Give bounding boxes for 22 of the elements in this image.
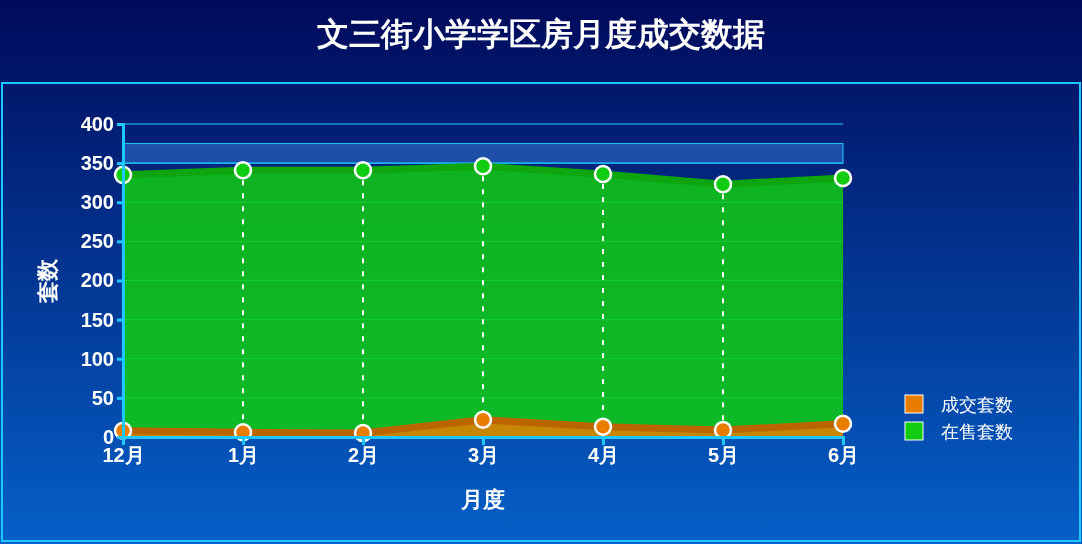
- chart-title: 文三街小学学区房月度成交数据: [317, 15, 765, 53]
- x-tick-label: 6月: [827, 444, 860, 467]
- legend-label: 在售套数: [941, 421, 1013, 442]
- legend-label: 成交套数: [941, 394, 1013, 415]
- x-tick-label: 1月: [227, 444, 260, 467]
- point: [593, 417, 613, 437]
- y-tick-label: 300: [80, 191, 114, 214]
- x-axis-title: 月度: [460, 487, 505, 512]
- y-tick-label: 50: [91, 386, 114, 409]
- x-tick-label: 2月: [347, 444, 380, 467]
- point: [473, 410, 493, 430]
- x-tick-label: 5月: [707, 444, 740, 467]
- x-tick-label: 4月: [587, 444, 620, 467]
- y-tick-label: 250: [80, 230, 114, 253]
- y-tick-label: 150: [80, 308, 114, 331]
- y-axis-title: 套数: [35, 257, 60, 304]
- y-tick-label: 100: [80, 347, 114, 370]
- y-tick-label: 200: [80, 269, 114, 292]
- point: [833, 414, 853, 433]
- y-tick-label: 350: [80, 152, 114, 175]
- x-tick-label: 3月: [467, 444, 500, 467]
- y-tick-label: 400: [80, 112, 114, 135]
